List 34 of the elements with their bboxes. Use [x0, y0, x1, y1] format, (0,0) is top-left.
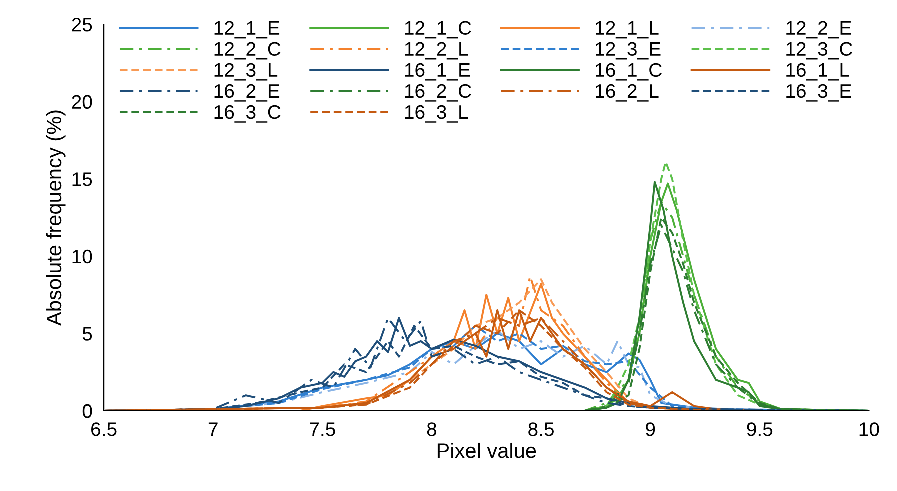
- x-axis-title: Pixel value: [438, 442, 536, 458]
- legend-label: 16_2_E: [214, 84, 280, 102]
- y-tick-label: 15: [72, 172, 92, 186]
- x-tick-label: 7.5: [310, 422, 336, 436]
- legend-label: 12_3_L: [214, 63, 278, 81]
- x-tick-label: 9: [646, 422, 656, 436]
- x-tick-label: 8.5: [528, 422, 554, 436]
- legend-label: 16_3_L: [405, 105, 468, 123]
- y-tick-label: 10: [72, 250, 92, 264]
- x-tick-label: 10: [860, 422, 880, 436]
- x-tick-label: 6.5: [92, 422, 117, 436]
- legend-label: 12_3_C: [786, 42, 853, 60]
- y-tick-label: 5: [82, 327, 92, 341]
- x-tick-label: 7: [208, 422, 218, 436]
- legend-label: 12_3_E: [596, 42, 661, 60]
- legend-label: 12_1_L: [596, 21, 659, 39]
- legend-label: 12_2_L: [405, 42, 468, 60]
- legend-label: 16_3_E: [786, 84, 852, 102]
- x-tick-label: 9.5: [747, 422, 773, 436]
- x-tick-label: 8: [427, 422, 437, 436]
- legend-label: 12_1_C: [405, 21, 472, 39]
- legend-label: 12_2_E: [786, 21, 852, 39]
- legend-label: 16_3_C: [214, 105, 281, 123]
- y-tick-label: 0: [82, 404, 92, 418]
- y-tick-label: 25: [72, 18, 92, 32]
- legend-label: 16_2_C: [405, 84, 472, 102]
- legend-label: 16_1_C: [596, 63, 662, 81]
- legend-label: 12_1_E: [214, 21, 280, 39]
- legend-label: 12_2_C: [214, 42, 281, 60]
- legend-label: 16_1_L: [786, 63, 850, 81]
- y-tick-label: 20: [72, 95, 92, 110]
- legend-label: 16_2_L: [596, 84, 659, 102]
- legend-label: 16_1_E: [405, 63, 470, 81]
- y-axis-title: Absolute frequency (%): [46, 110, 66, 326]
